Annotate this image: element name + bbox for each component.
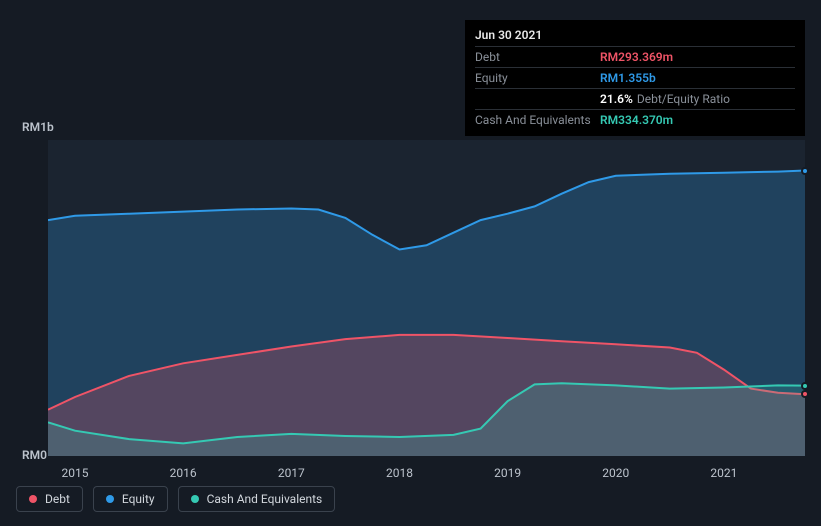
x-axis-tick: 2018 [386,466,413,480]
tooltip-row: DebtRM293.369m [475,46,795,67]
series-end-dot-equity [801,167,809,175]
x-axis-tick: 2020 [602,466,629,480]
x-axis-tick: 2019 [494,466,521,480]
legend-label: Equity [122,492,155,506]
series-end-dot-cash-and-equivalents [801,382,809,390]
legend-item-cash-and-equivalents[interactable]: Cash And Equivalents [178,486,336,512]
tooltip-row-suffix: Debt/Equity Ratio [637,92,730,106]
tooltip-row-value: RM334.370m [600,113,673,127]
chart-legend: Debt Equity Cash And Equivalents [16,486,335,512]
legend-dot-icon [191,495,199,503]
tooltip-row-label: Cash And Equivalents [475,113,600,127]
x-axis: 2015 2016 2017 2018 2019 2020 2021 [16,466,805,486]
y-axis-label-bottom: RM0 [22,448,47,462]
chart-tooltip: Jun 30 2021 DebtRM293.369mEquityRM1.355b… [465,20,805,136]
legend-dot-icon [29,495,37,503]
legend-dot-icon [106,495,114,503]
tooltip-row: 21.6%Debt/Equity Ratio [475,88,795,109]
chart-area: RM1b RM0 [16,120,805,476]
tooltip-row-label [475,92,600,106]
tooltip-row-label: Debt [475,50,600,64]
x-axis-tick: 2015 [62,466,89,480]
chart-svg [48,140,805,456]
tooltip-row: Cash And EquivalentsRM334.370m [475,109,795,130]
legend-item-debt[interactable]: Debt [16,486,83,512]
tooltip-row: EquityRM1.355b [475,67,795,88]
x-axis-tick: 2021 [710,466,737,480]
tooltip-row-label: Equity [475,71,600,85]
tooltip-row-value: 21.6%Debt/Equity Ratio [600,92,730,106]
series-end-dot-debt [801,390,809,398]
tooltip-row-value: RM1.355b [600,71,656,85]
tooltip-date: Jun 30 2021 [475,26,795,46]
legend-label: Debt [45,492,70,506]
legend-item-equity[interactable]: Equity [93,486,168,512]
plot-area[interactable] [48,140,805,456]
legend-label: Cash And Equivalents [207,492,323,506]
y-axis-label-top: RM1b [22,120,54,134]
x-axis-tick: 2016 [170,466,197,480]
tooltip-row-value: RM293.369m [600,50,673,64]
x-axis-tick: 2017 [278,466,305,480]
